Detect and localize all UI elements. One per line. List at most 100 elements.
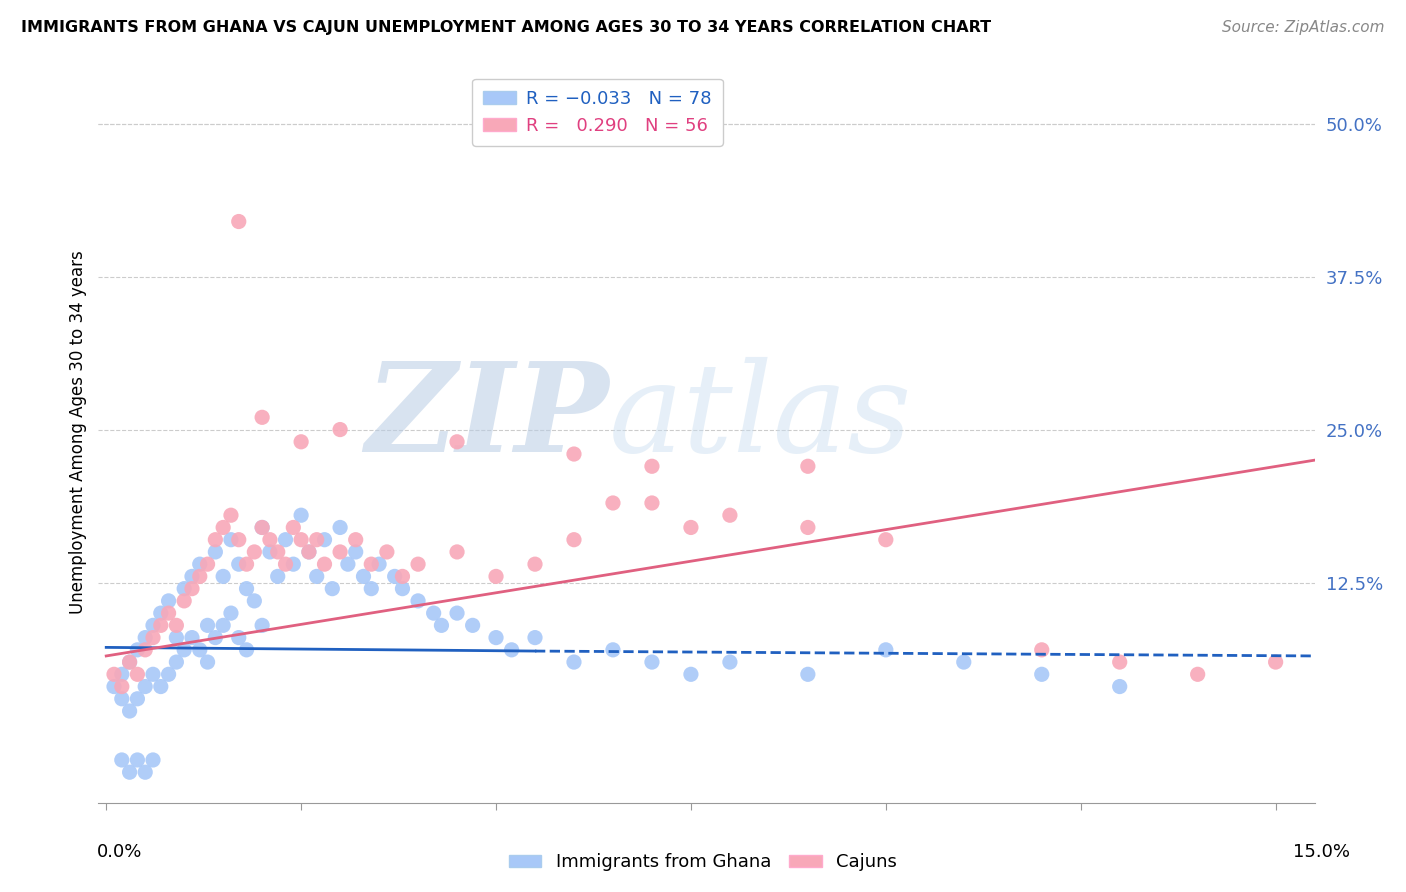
- Point: [250, 410, 273, 425]
- Point: [103, 680, 125, 694]
- Legend: R = −0.033   N = 78, R =   0.290   N = 56: R = −0.033 N = 78, R = 0.290 N = 56: [472, 78, 723, 145]
- Point: [228, 214, 250, 228]
- Point: [188, 643, 211, 657]
- Point: [485, 631, 508, 645]
- Point: [290, 508, 312, 523]
- Point: [250, 520, 273, 534]
- Point: [430, 618, 453, 632]
- Point: [142, 631, 165, 645]
- Text: Source: ZipAtlas.com: Source: ZipAtlas.com: [1222, 20, 1385, 35]
- Text: atlas: atlas: [609, 357, 912, 479]
- Point: [875, 533, 897, 547]
- Point: [274, 557, 297, 571]
- Point: [368, 557, 391, 571]
- Point: [235, 643, 257, 657]
- Point: [602, 496, 624, 510]
- Point: [111, 680, 134, 694]
- Point: [797, 667, 820, 681]
- Point: [797, 520, 820, 534]
- Point: [197, 655, 219, 669]
- Point: [391, 582, 413, 596]
- Point: [204, 533, 226, 547]
- Point: [228, 533, 250, 547]
- Point: [1187, 667, 1209, 681]
- Point: [446, 545, 468, 559]
- Point: [127, 753, 149, 767]
- Text: 15.0%: 15.0%: [1294, 843, 1350, 861]
- Point: [524, 631, 547, 645]
- Point: [173, 594, 195, 608]
- Point: [197, 618, 219, 632]
- Point: [157, 594, 180, 608]
- Point: [165, 618, 187, 632]
- Point: [406, 594, 429, 608]
- Point: [219, 508, 242, 523]
- Point: [134, 765, 156, 780]
- Point: [127, 643, 149, 657]
- Point: [353, 569, 375, 583]
- Point: [797, 459, 820, 474]
- Point: [212, 618, 235, 632]
- Point: [485, 569, 508, 583]
- Point: [142, 753, 165, 767]
- Point: [111, 667, 134, 681]
- Point: [679, 520, 702, 534]
- Point: [283, 557, 305, 571]
- Point: [219, 606, 242, 620]
- Point: [118, 704, 141, 718]
- Point: [562, 655, 585, 669]
- Point: [157, 606, 180, 620]
- Point: [235, 557, 257, 571]
- Point: [267, 569, 290, 583]
- Point: [188, 569, 211, 583]
- Point: [250, 520, 273, 534]
- Point: [1031, 643, 1053, 657]
- Point: [336, 557, 359, 571]
- Point: [219, 533, 242, 547]
- Point: [501, 643, 523, 657]
- Text: ZIP: ZIP: [366, 357, 609, 479]
- Point: [952, 655, 974, 669]
- Point: [127, 667, 149, 681]
- Text: 0.0%: 0.0%: [97, 843, 142, 861]
- Point: [641, 496, 664, 510]
- Point: [243, 594, 266, 608]
- Point: [391, 569, 413, 583]
- Point: [142, 667, 165, 681]
- Point: [118, 765, 141, 780]
- Point: [267, 545, 290, 559]
- Point: [602, 643, 624, 657]
- Point: [243, 545, 266, 559]
- Point: [290, 434, 312, 449]
- Point: [157, 667, 180, 681]
- Point: [173, 582, 195, 596]
- Point: [641, 655, 664, 669]
- Point: [173, 643, 195, 657]
- Point: [134, 643, 156, 657]
- Point: [298, 545, 321, 559]
- Point: [562, 533, 585, 547]
- Point: [142, 618, 165, 632]
- Point: [562, 447, 585, 461]
- Point: [305, 569, 328, 583]
- Point: [406, 557, 429, 571]
- Point: [197, 557, 219, 571]
- Point: [127, 691, 149, 706]
- Point: [134, 680, 156, 694]
- Point: [298, 545, 321, 559]
- Point: [165, 631, 187, 645]
- Point: [384, 569, 406, 583]
- Point: [524, 557, 547, 571]
- Point: [446, 434, 468, 449]
- Point: [321, 582, 343, 596]
- Point: [181, 582, 204, 596]
- Point: [1108, 680, 1130, 694]
- Point: [228, 557, 250, 571]
- Point: [290, 533, 312, 547]
- Point: [718, 508, 741, 523]
- Text: IMMIGRANTS FROM GHANA VS CAJUN UNEMPLOYMENT AMONG AGES 30 TO 34 YEARS CORRELATIO: IMMIGRANTS FROM GHANA VS CAJUN UNEMPLOYM…: [21, 20, 991, 35]
- Point: [875, 643, 897, 657]
- Point: [461, 618, 484, 632]
- Point: [283, 520, 305, 534]
- Point: [181, 631, 204, 645]
